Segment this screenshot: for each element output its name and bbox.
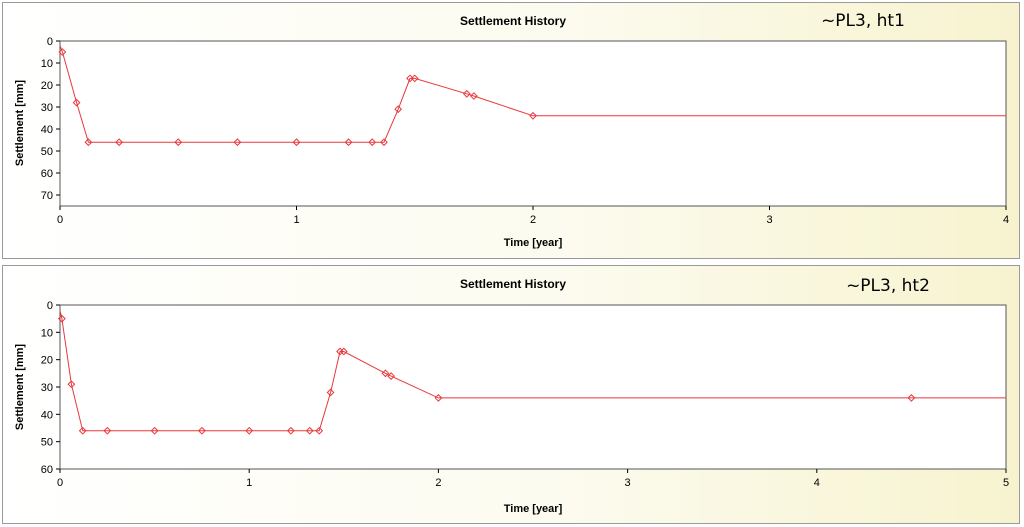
x-tick-label: 4 xyxy=(1003,214,1009,226)
chart-panel-ht2: Settlement History ~PL3, ht2 0 10 20 30 40 50… xyxy=(2,265,1020,524)
data-point-marker xyxy=(344,138,353,147)
chart-annotation: ~PL3, ht2 xyxy=(846,276,930,296)
y-tick-label: 40 xyxy=(41,409,53,421)
y-tick-label: 10 xyxy=(41,327,53,339)
x-tick-label: 0 xyxy=(57,477,63,489)
data-point-marker xyxy=(380,138,388,147)
y-tick-label: 60 xyxy=(41,464,53,476)
data-point-marker xyxy=(469,92,478,100)
x-axis: 0 1 2 3 4 5 xyxy=(57,469,1009,489)
data-point-marker xyxy=(174,138,183,147)
data-point-marker xyxy=(197,426,206,435)
data-point-marker xyxy=(326,388,335,397)
data-point-marker xyxy=(67,380,76,389)
data-point-marker xyxy=(410,74,419,83)
data-point-marker xyxy=(368,138,377,147)
x-axis-label: Time [year] xyxy=(504,503,563,515)
data-point-marker xyxy=(315,426,324,435)
data-point-marker xyxy=(381,369,390,378)
y-tick-label: 10 xyxy=(41,58,53,70)
y-tick-label: 20 xyxy=(41,80,53,92)
data-point-marker xyxy=(245,426,254,435)
settlement-chart-ht1: Settlement History ~PL3, ht1 01020304050… xyxy=(14,11,1009,249)
x-tick-label: 1 xyxy=(293,214,299,226)
y-tick-label: 50 xyxy=(41,437,53,449)
y-tick-label: 0 xyxy=(47,36,53,48)
y-tick-label: 50 xyxy=(41,146,53,158)
data-point-marker xyxy=(907,394,916,402)
y-axis-label: Settlement [mm] xyxy=(14,80,26,167)
x-tick-label: 2 xyxy=(435,477,441,489)
y-tick-label: 20 xyxy=(41,355,53,367)
x-tick-label: 4 xyxy=(814,477,820,489)
data-point-marker xyxy=(115,138,124,147)
data-point-marker xyxy=(339,347,348,356)
settlement-chart-ht2: Settlement History ~PL3, ht2 01020304050… xyxy=(14,276,1009,515)
plot-area xyxy=(59,40,1007,207)
y-tick-label: 40 xyxy=(41,124,53,136)
plot-area xyxy=(59,304,1007,470)
y-tick-label: 0 xyxy=(47,300,53,312)
y-tick-label: 60 xyxy=(41,168,53,180)
x-tick-label: 3 xyxy=(625,477,631,489)
y-axis: 0 10 20 30 40 50 60 xyxy=(41,300,60,476)
data-point-marker xyxy=(394,105,403,114)
data-point-marker xyxy=(462,89,471,98)
data-point-marker xyxy=(72,98,81,107)
chart-panel-ht1: Settlement History ~PL3, ht1 0 10 20 30 40 50… xyxy=(2,2,1020,259)
data-point-marker xyxy=(233,138,242,147)
y-tick-label: 70 xyxy=(41,190,53,202)
x-tick-label: 1 xyxy=(246,477,252,489)
data-point-marker xyxy=(78,426,87,435)
data-point-marker xyxy=(150,426,159,435)
data-point-marker xyxy=(292,138,301,147)
x-axis: 0 1 2 3 4 xyxy=(57,206,1009,226)
data-point-marker xyxy=(57,314,66,323)
series-line xyxy=(59,310,1006,432)
series-line xyxy=(59,45,1006,143)
x-tick-label: 2 xyxy=(530,214,536,226)
data-point-marker xyxy=(84,138,93,147)
chart-title: Settlement History xyxy=(460,14,566,28)
data-point-marker xyxy=(305,426,314,435)
y-tick-label: 30 xyxy=(41,102,53,114)
chart-annotation: ~PL3, ht1 xyxy=(821,11,905,31)
x-tick-label: 0 xyxy=(57,214,63,226)
data-point-marker xyxy=(434,394,443,402)
chart-title: Settlement History xyxy=(460,277,566,291)
data-point-marker xyxy=(387,372,396,380)
data-point-marker xyxy=(529,111,537,120)
series-markers xyxy=(57,314,916,435)
series-markers xyxy=(58,48,537,147)
x-axis-label: Time [year] xyxy=(504,237,563,249)
y-axis-label: Settlement [mm] xyxy=(14,344,26,431)
data-point-marker xyxy=(286,426,295,435)
data-point-marker xyxy=(103,426,112,435)
y-axis: 0 10 20 30 40 50 60 70 xyxy=(41,36,60,202)
x-tick-label: 3 xyxy=(766,214,772,226)
y-tick-label: 30 xyxy=(41,382,53,394)
data-point-marker xyxy=(58,48,67,56)
x-tick-label: 5 xyxy=(1003,477,1009,489)
